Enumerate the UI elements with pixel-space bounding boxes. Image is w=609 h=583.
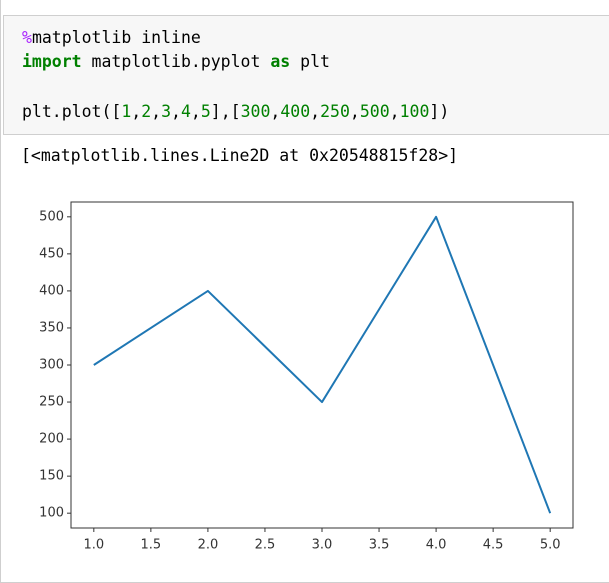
y-tick-label: 500 [39, 209, 64, 224]
code-token: ]) [429, 102, 450, 121]
code-line: plt.plot([1,2,3,4,5],[300,400,250,500,10… [22, 102, 449, 121]
code-line: %matplotlib inline [22, 28, 201, 47]
x-tick-label: 1.5 [141, 538, 162, 553]
number-token: 300 [240, 102, 271, 121]
magic-token: % [22, 28, 32, 47]
code-token: ],[ [210, 102, 241, 121]
y-tick-label: 250 [39, 395, 64, 410]
x-tick-label: 2.0 [198, 538, 219, 553]
number-token: 1 [121, 102, 132, 121]
y-tick-label: 350 [39, 320, 64, 335]
code-token: plt [290, 52, 330, 71]
code-token: , [131, 102, 142, 121]
code-token: matplotlib inline [31, 28, 201, 47]
number-token: 400 [280, 102, 311, 121]
x-tick-label: 1.0 [83, 538, 104, 553]
y-tick-label: 200 [39, 432, 64, 447]
code-token: , [349, 102, 360, 121]
code-line: import matplotlib.pyplot as plt [22, 52, 330, 71]
output-text: [<matplotlib.lines.Line2D at 0x20548815f… [21, 146, 459, 165]
y-tick-label: 300 [39, 358, 64, 373]
x-tick-label: 3.0 [312, 538, 333, 553]
code-input[interactable]: %matplotlib inline import matplotlib.pyp… [3, 15, 609, 135]
data-line [93, 215, 552, 514]
code-token: , [190, 102, 201, 121]
x-tick-label: 4.5 [483, 538, 504, 553]
plot-frame [70, 201, 574, 529]
code-token: , [151, 102, 162, 121]
number-token: 5 [200, 102, 211, 121]
y-tick-label: 100 [39, 506, 64, 521]
number-token: 3 [161, 102, 172, 121]
number-token: 500 [359, 102, 390, 121]
number-token: 250 [320, 102, 350, 121]
x-tick-label: 4.0 [426, 538, 447, 553]
y-tick-label: 450 [39, 246, 64, 261]
keyword-token: as [270, 52, 291, 71]
number-token: 2 [141, 102, 152, 121]
code-token: , [389, 102, 400, 121]
code-token: matplotlib.pyplot [81, 52, 271, 71]
number-token: 100 [399, 102, 430, 121]
x-tick-label: 5.0 [540, 538, 561, 553]
code-token: , [310, 102, 321, 121]
code-token: , [270, 102, 281, 121]
x-tick-label: 2.5 [255, 538, 276, 553]
keyword-token: import [22, 52, 82, 71]
code-token: plt.plot([ [22, 102, 122, 121]
code-token: , [171, 102, 181, 121]
x-tick-label: 3.5 [369, 538, 390, 553]
number-token: 4 [180, 102, 191, 121]
y-tick-label: 150 [39, 469, 64, 484]
y-tick-label: 400 [39, 283, 64, 298]
